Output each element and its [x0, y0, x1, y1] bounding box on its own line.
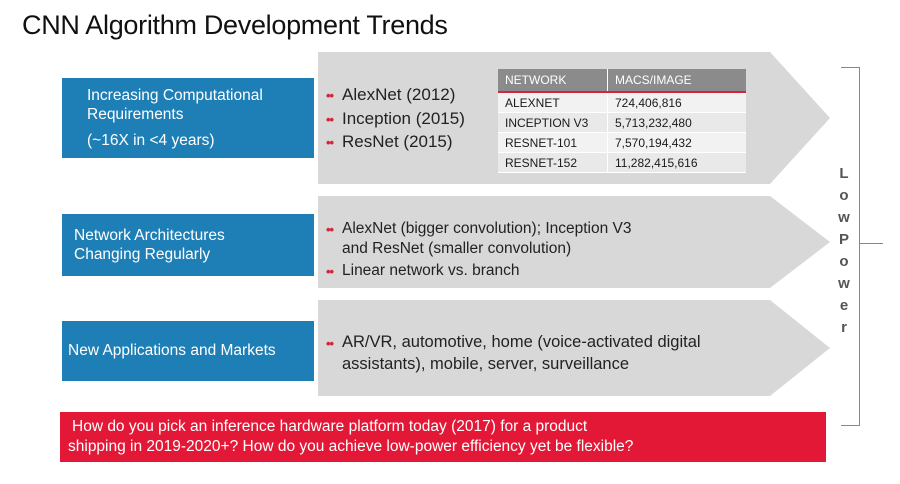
- box-line: Requirements: [87, 106, 184, 124]
- new-applications-box: New Applications and Markets: [62, 321, 314, 381]
- computational-bullets: •• AlexNet (2012) •• Inception (2015) •• Re…: [326, 84, 465, 155]
- architectures-bullets: •• AlexNet (bigger convolution); Inceptio…: [326, 219, 632, 281]
- table-cell: 5,713,232,480: [615, 115, 692, 130]
- box-line: Network Architectures: [74, 226, 225, 244]
- macs-table: NETWORK MACS/IMAGE ALEXNET 724,406,816 I…: [498, 69, 746, 173]
- applications-bullets: •• AR/VR, automotive, home (voice-activat…: [326, 332, 701, 375]
- box-line: (~16X in <4 years): [87, 131, 215, 149]
- box-line: Changing Regularly: [74, 246, 211, 263]
- bullet-item-continuation: and ResNet (smaller convolution): [342, 240, 572, 257]
- box-line: Increasing Computational: [87, 86, 263, 104]
- table-cell: RESNET-101: [498, 133, 608, 152]
- question-line: shipping in 2019-2020+? How do you achie…: [68, 438, 634, 455]
- question-line: How do you pick an inference hardware pl…: [72, 418, 588, 435]
- network-architectures-box: Network Architectures Changing Regularly: [62, 214, 314, 276]
- table-cell: RESNET-152: [498, 153, 608, 172]
- table-row: ALEXNET 724,406,816: [498, 93, 746, 113]
- bracket-tick: [859, 243, 883, 244]
- box-line: New Applications and Markets: [68, 342, 276, 360]
- bullet-icon: ••: [326, 88, 334, 103]
- table-header: NETWORK MACS/IMAGE: [498, 69, 746, 93]
- question-banner: How do you pick an inference hardware pl…: [60, 412, 826, 462]
- bullet-item: •• Linear network vs. branch: [326, 262, 520, 279]
- bullet-item-continuation: assistants), mobile, server, surveillanc…: [342, 355, 630, 373]
- arrow-shape-architectures: [318, 196, 830, 288]
- table-cell: 724,406,816: [615, 95, 682, 110]
- computational-requirements-box: Increasing Computational Requirements (~…: [62, 78, 314, 158]
- table-header-cell: MACS/IMAGE: [615, 73, 692, 87]
- bullet-item: •• AlexNet (bigger convolution); Inceptio…: [326, 220, 632, 237]
- bullet-icon: ••: [326, 336, 334, 351]
- bullet-icon: ••: [326, 222, 334, 237]
- bullet-item: •• Inception (2015): [326, 108, 465, 132]
- table-cell: 11,282,415,616: [615, 155, 698, 170]
- low-power-label: L o w P o w e r: [838, 165, 850, 336]
- bullet-icon: ••: [326, 264, 334, 279]
- arrow-shape-applications: [318, 300, 830, 396]
- bullet-item: •• AlexNet (2012): [326, 84, 465, 108]
- slide-title: CNN Algorithm Development Trends: [22, 10, 448, 40]
- table-row: INCEPTION V3 5,713,232,480: [498, 113, 746, 133]
- bullet-icon: ••: [326, 111, 334, 127]
- bullet-icon: ••: [326, 135, 334, 150]
- bullet-item: •• AR/VR, automotive, home (voice-activat…: [326, 332, 701, 354]
- table-cell: ALEXNET: [498, 93, 608, 112]
- table-cell: 7,570,194,432: [615, 135, 692, 150]
- table-cell: INCEPTION V3: [498, 113, 608, 132]
- table-row: RESNET-101 7,570,194,432: [498, 133, 746, 153]
- low-power-bracket: [841, 67, 860, 426]
- bullet-item: •• ResNet (2015): [326, 131, 465, 155]
- table-row: RESNET-152 11,282,415,616: [498, 153, 746, 173]
- table-header-cell: NETWORK: [498, 69, 608, 91]
